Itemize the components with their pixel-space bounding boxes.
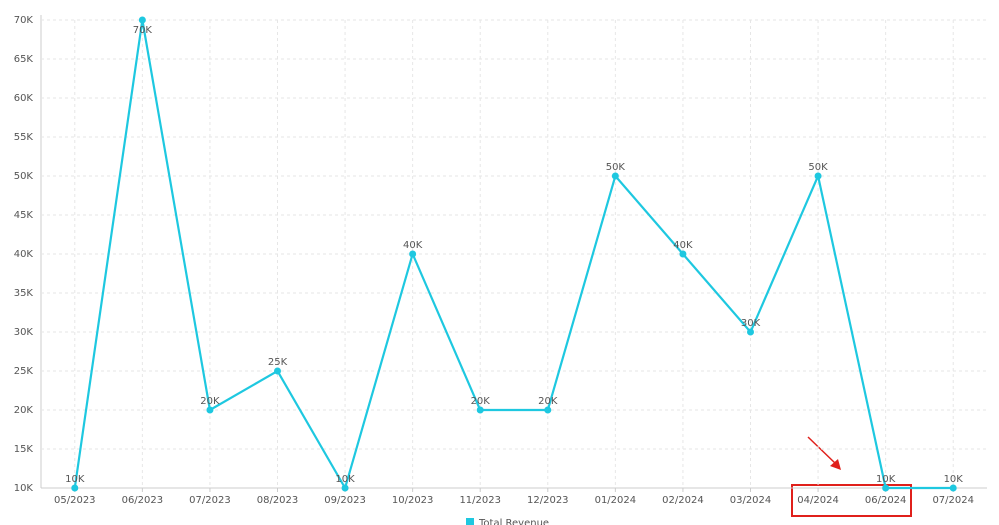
legend-label: Total Revenue: [478, 518, 549, 525]
y-tick-label: 35K: [14, 288, 34, 299]
point: [71, 484, 79, 492]
y-tick-label: 50K: [14, 171, 34, 182]
point: [747, 328, 754, 336]
y-tick-label: 65K: [14, 54, 34, 65]
data-label: 10K: [335, 474, 355, 485]
point: [206, 406, 214, 414]
x-tick-label: 12/2023: [527, 495, 569, 506]
point: [882, 484, 890, 492]
point: [611, 172, 619, 180]
y-tick-label: 60K: [14, 93, 34, 104]
y-tick-label: 15K: [14, 444, 34, 455]
point: [274, 367, 281, 375]
point: [341, 484, 349, 492]
data-label: 20K: [200, 396, 220, 407]
point: [679, 250, 687, 258]
y-tick-label: 25K: [14, 366, 34, 377]
x-tick-label: 04/2024: [797, 495, 839, 506]
x-tick-label: 06/2023: [122, 495, 164, 506]
data-label: 70K: [133, 25, 153, 36]
x-tick-label: 07/2023: [189, 495, 231, 506]
y-tick-label: 55K: [14, 132, 34, 143]
data-label: 25K: [268, 357, 288, 368]
x-tick-label: 11/2023: [459, 495, 501, 506]
data-label: 40K: [673, 240, 693, 251]
y-tick-label: 45K: [14, 210, 34, 221]
annotation-arrow: [807, 436, 837, 465]
arrow-head: [830, 459, 841, 470]
point: [814, 172, 822, 180]
y-tick-label: 10K: [14, 483, 34, 494]
x-tick-label: 09/2023: [324, 495, 366, 506]
data-label: 50K: [606, 162, 626, 173]
data-label: 20K: [471, 396, 491, 407]
data-label: 30K: [741, 318, 761, 329]
y-tick-label: 20K: [14, 405, 34, 416]
highlight-box: [791, 484, 912, 517]
data-label: 10K: [944, 474, 964, 485]
data-label: 40K: [403, 240, 423, 251]
x-tick-label: 10/2023: [392, 495, 434, 506]
point: [949, 484, 957, 492]
legend-swatch: [466, 518, 474, 525]
data-label: 20K: [538, 396, 558, 407]
x-tick-label: 03/2024: [730, 495, 772, 506]
y-tick-label: 40K: [14, 249, 34, 260]
point: [544, 406, 552, 414]
x-tick-label: 07/2024: [932, 495, 974, 506]
line: [73, 19, 954, 491]
x-tick-label: 05/2023: [54, 495, 96, 506]
data-label: 10K: [65, 474, 85, 485]
point: [476, 406, 484, 414]
point: [138, 16, 146, 24]
x-tick-label: 01/2024: [595, 495, 637, 506]
x-tick-label: 08/2023: [257, 495, 299, 506]
data-label: 50K: [808, 162, 828, 173]
data-label: 10K: [876, 474, 896, 485]
point: [409, 250, 417, 258]
y-tick-label: 30K: [14, 327, 34, 338]
x-tick-label: 06/2024: [865, 495, 907, 506]
y-tick-label: 70K: [14, 15, 34, 26]
x-tick-label: 02/2024: [662, 495, 704, 506]
